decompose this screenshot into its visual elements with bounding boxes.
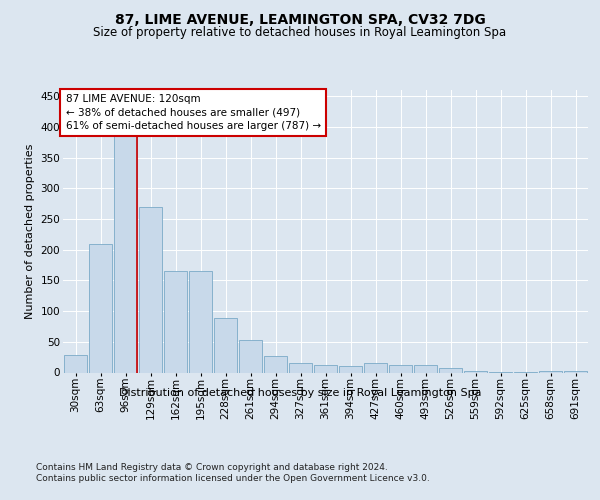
Bar	[364, 364, 387, 372]
Bar	[414, 365, 437, 372]
Bar	[314, 365, 337, 372]
Bar	[339, 366, 362, 372]
Bar	[389, 365, 412, 372]
Text: Contains public sector information licensed under the Open Government Licence v3: Contains public sector information licen…	[36, 474, 430, 483]
Bar	[289, 364, 312, 372]
Text: Distribution of detached houses by size in Royal Leamington Spa: Distribution of detached houses by size …	[119, 388, 481, 398]
Bar	[89, 244, 112, 372]
Bar	[214, 318, 237, 372]
Bar	[164, 271, 187, 372]
Bar	[189, 271, 212, 372]
Bar	[239, 340, 262, 372]
Bar	[64, 356, 87, 372]
Text: 87, LIME AVENUE, LEAMINGTON SPA, CV32 7DG: 87, LIME AVENUE, LEAMINGTON SPA, CV32 7D…	[115, 12, 485, 26]
Bar	[439, 368, 462, 372]
Bar	[139, 206, 162, 372]
Text: 87 LIME AVENUE: 120sqm
← 38% of detached houses are smaller (497)
61% of semi-de: 87 LIME AVENUE: 120sqm ← 38% of detached…	[65, 94, 321, 130]
Y-axis label: Number of detached properties: Number of detached properties	[25, 144, 35, 319]
Bar	[114, 133, 137, 372]
Text: Size of property relative to detached houses in Royal Leamington Spa: Size of property relative to detached ho…	[94, 26, 506, 39]
Text: Contains HM Land Registry data © Crown copyright and database right 2024.: Contains HM Land Registry data © Crown c…	[36, 462, 388, 471]
Bar	[264, 356, 287, 372]
